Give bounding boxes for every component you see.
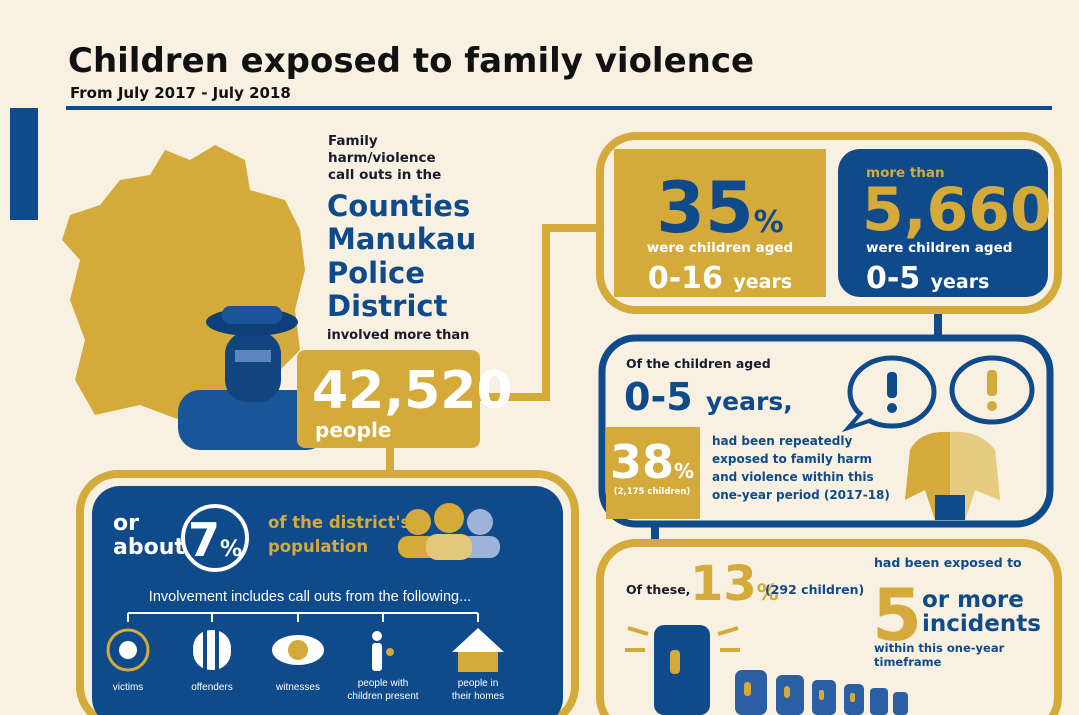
percent-ring xyxy=(181,504,249,572)
side-tab xyxy=(10,108,38,220)
prefix: about xyxy=(113,535,185,560)
repeat-age: 0-5 years, xyxy=(624,375,793,419)
suffix: population xyxy=(268,537,368,556)
speech-bubbles xyxy=(841,355,1035,433)
age-unit: years, xyxy=(706,387,793,416)
share-box xyxy=(614,149,826,297)
incidents-value: 13 xyxy=(690,556,757,612)
district-name: Police xyxy=(327,256,425,290)
outro: involved more than xyxy=(327,328,469,343)
incidents-intro: Of these, xyxy=(626,582,690,597)
incidents-sign: % xyxy=(757,581,779,606)
share-percent: 35% xyxy=(656,167,783,249)
repeat-percent: 38% xyxy=(610,435,694,489)
total-box xyxy=(297,350,480,448)
dominoes xyxy=(625,625,908,715)
incidents-children: (292 children) xyxy=(765,582,864,597)
repeat-children: (2,175 children) xyxy=(614,487,691,497)
age: 0-16 xyxy=(648,261,723,296)
share-sign: % xyxy=(754,205,784,240)
subtitle: From July 2017 - July 2018 xyxy=(70,84,291,102)
repeat-value: 38 xyxy=(610,435,674,489)
share-value: 35 xyxy=(656,167,753,249)
prefix: or xyxy=(113,511,139,536)
percent-value: 7 xyxy=(188,513,220,567)
group-label: people with xyxy=(358,678,409,689)
child-figure xyxy=(905,431,1000,520)
repeat-text: and violence within this xyxy=(712,470,874,484)
group-label: witnesses xyxy=(275,682,320,693)
total: 42,520 xyxy=(312,361,513,421)
involvement: Involvement includes call outs from the … xyxy=(149,589,471,605)
count-age: 0-5 years xyxy=(866,261,989,296)
group-label: victims xyxy=(113,682,144,693)
count-number: 5,660 xyxy=(862,175,1052,245)
repeat-intro: Of the children aged xyxy=(626,356,771,371)
repeat-text: exposed to family harm xyxy=(712,452,872,466)
bracket xyxy=(127,612,479,622)
count-qualifier: more than xyxy=(866,165,945,181)
district-name: Manukau xyxy=(327,222,476,256)
header-rule xyxy=(66,106,1052,110)
group-label: offenders xyxy=(191,682,233,693)
count-label: were children aged xyxy=(866,240,1012,256)
count-box xyxy=(838,149,1048,297)
district-name: Counties xyxy=(327,189,470,223)
intro-line: harm/violence xyxy=(328,150,436,166)
age-unit: years xyxy=(733,271,792,293)
incidents-tail: timeframe xyxy=(874,655,942,669)
group-label: children present xyxy=(347,691,418,702)
repeat-box xyxy=(606,427,700,519)
share-label: were children aged xyxy=(647,240,793,256)
group-label: their homes xyxy=(452,691,504,702)
age: 0-5 xyxy=(866,261,920,296)
repeat-text: one-year period (2017-18) xyxy=(712,488,890,502)
repeat-text: had been repeatedly xyxy=(712,434,852,448)
share-age: 0-16 years xyxy=(648,261,792,296)
total-unit: people xyxy=(315,418,391,442)
group-icons xyxy=(106,628,504,672)
group-label: people in xyxy=(458,678,499,689)
intro-line: Family xyxy=(328,133,378,149)
people-icon xyxy=(398,503,500,560)
incidents-lead: had been exposed to xyxy=(874,555,1022,570)
suffix: of the district's xyxy=(268,513,411,532)
intro-line: call outs in the xyxy=(328,167,441,183)
incidents-tail: within this one-year xyxy=(874,641,1005,655)
district-name: District xyxy=(327,289,448,323)
age: 0-5 xyxy=(624,375,693,419)
incidents-number: 5 xyxy=(872,573,922,657)
title: Children exposed to family violence xyxy=(68,41,754,81)
incidents-unit: incidents xyxy=(922,611,1041,637)
incidents-frame xyxy=(596,539,1062,715)
officer xyxy=(178,306,328,450)
repeat-sign: % xyxy=(674,459,694,483)
incidents-percent: 13% xyxy=(690,556,779,612)
percent: 7% xyxy=(188,513,242,567)
percent-sign: % xyxy=(220,537,242,562)
age-unit: years xyxy=(931,271,990,293)
incidents-unit: or more xyxy=(922,587,1024,613)
